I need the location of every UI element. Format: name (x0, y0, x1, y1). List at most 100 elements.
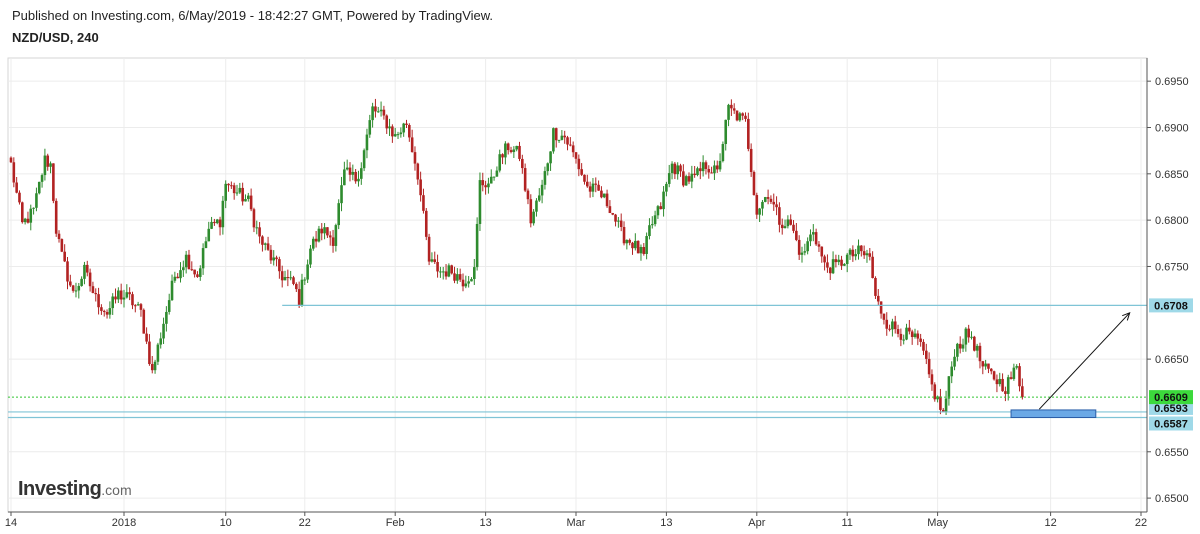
candle-body (255, 227, 259, 229)
candle-body (693, 173, 696, 176)
candle-body (761, 201, 764, 209)
candle-body (800, 252, 804, 255)
candle-body (439, 271, 442, 273)
candle-body (535, 200, 538, 212)
candle-body (43, 155, 47, 176)
candle-body (148, 341, 151, 365)
candle-body (608, 206, 612, 214)
candle-body (789, 219, 792, 225)
candle-body (602, 193, 606, 198)
candle-body (122, 297, 126, 300)
candle-body (345, 167, 349, 170)
candle-body (673, 163, 677, 175)
candle-body (826, 262, 829, 268)
candle-body (241, 187, 244, 202)
candle-body (913, 333, 917, 337)
candle-body (142, 309, 146, 334)
candle-body (52, 163, 55, 201)
candle-body (213, 221, 216, 224)
candle-body (12, 162, 16, 183)
symbol-title: NZD/USD, 240 (12, 30, 99, 45)
candle-body (289, 277, 292, 279)
candle-body (436, 262, 439, 272)
arrow-head (1122, 311, 1131, 321)
candle-body (814, 232, 818, 245)
candle-body (85, 264, 89, 273)
candle-body (391, 126, 394, 137)
axes: 0.6950 0.6900 0.6850 0.6800 0.6750 0.6650 0.65… (5, 58, 1189, 529)
candle-body (812, 232, 815, 235)
candle-body (453, 273, 456, 281)
candle-body (176, 276, 179, 279)
candle-body (885, 319, 889, 329)
candle-body (21, 202, 24, 223)
candle-body (328, 235, 332, 238)
candle-body (888, 328, 891, 330)
candle-body (23, 218, 27, 223)
candle-body (357, 178, 360, 182)
candle-body (156, 344, 160, 362)
candle-body (634, 240, 637, 249)
candle-body (402, 123, 405, 133)
candle-body (433, 259, 437, 263)
candle-body (292, 277, 295, 284)
candle-body (730, 104, 733, 109)
candle-body (360, 168, 363, 179)
candle-body (848, 249, 852, 255)
candle-body (583, 174, 586, 182)
candle-body (297, 289, 301, 306)
candle-body (464, 283, 468, 287)
candles (9, 98, 1024, 416)
candle-body (266, 243, 270, 250)
candle-body (605, 193, 609, 207)
candle-body (569, 144, 572, 146)
candle-body (594, 183, 598, 185)
candle-body (218, 219, 222, 228)
candle-body (941, 409, 945, 413)
candle-body (351, 171, 355, 175)
y-tick-label: 0.6650 (1155, 354, 1189, 366)
candle-body (125, 292, 129, 298)
candle-body (823, 256, 826, 263)
y-tick-label: 0.6800 (1155, 215, 1189, 227)
candle-body (710, 172, 713, 174)
candle-body (365, 134, 369, 151)
plot-frame (7, 57, 1148, 513)
candle-body (162, 323, 165, 339)
candle-body (574, 152, 578, 159)
candle-body (29, 208, 33, 223)
candle-body (591, 183, 595, 192)
candle-body (382, 109, 386, 116)
candle-body (529, 199, 533, 224)
candle-body (512, 149, 516, 153)
candle-body (444, 271, 448, 277)
candle-body (69, 281, 72, 286)
candle-body (571, 145, 575, 153)
x-tick-label: 2018 (112, 517, 136, 529)
candle-body (896, 329, 900, 334)
price-marker (1149, 298, 1193, 313)
candle-body (323, 227, 326, 234)
x-tick-label: Apr (748, 517, 765, 529)
candle-body (340, 185, 343, 204)
candle-body (300, 279, 304, 306)
candle-body (772, 201, 776, 205)
candle-body (117, 290, 120, 300)
x-tick-label: 10 (220, 517, 232, 529)
candle-body (721, 144, 725, 162)
candle-body (806, 241, 809, 252)
candle-body (94, 293, 98, 295)
candle-body (905, 327, 908, 340)
x-tick-label: 13 (479, 517, 491, 529)
grid-lines (7, 57, 1148, 513)
candle-body (1018, 366, 1021, 387)
candle-body (187, 254, 191, 270)
candle-body (874, 277, 877, 296)
candle-body (597, 184, 600, 191)
candle-body (354, 171, 357, 182)
candle-body (526, 190, 530, 200)
candle-body (97, 294, 100, 308)
candle-body (77, 285, 81, 291)
candle-body (348, 167, 352, 175)
candle-body (450, 265, 453, 274)
